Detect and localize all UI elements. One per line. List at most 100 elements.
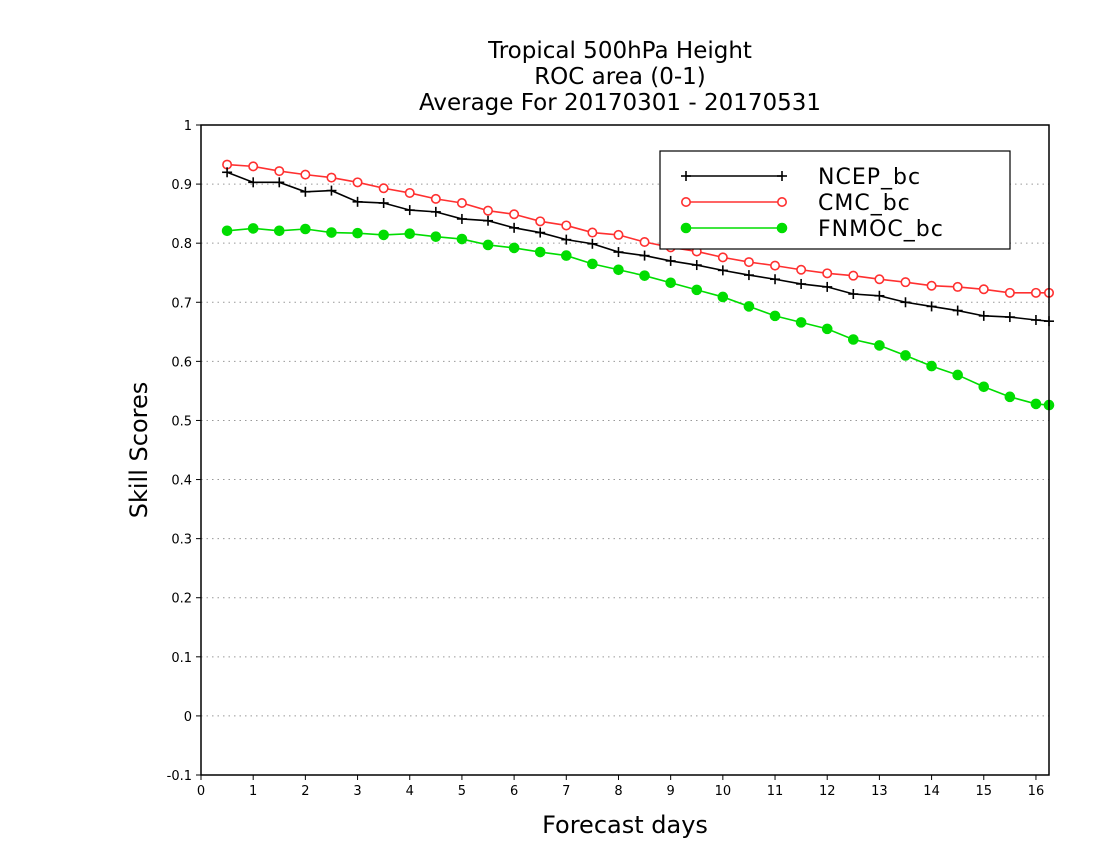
data-point [822, 268, 833, 279]
data-point [874, 290, 885, 301]
data-point [378, 229, 389, 241]
data-point [926, 360, 937, 372]
data-point [848, 334, 859, 345]
x-tick-label: 13 [871, 784, 888, 799]
legend-marker [680, 222, 692, 234]
y-tick-label: 0.8 [171, 237, 192, 252]
data-point [691, 284, 703, 296]
legend-label: NCEP_bc [818, 165, 921, 190]
data-point [743, 257, 754, 268]
data-point [300, 186, 311, 197]
x-tick-label: 8 [614, 784, 622, 799]
y-tick-label: 1 [184, 119, 192, 134]
data-point [483, 205, 494, 216]
data-point [587, 227, 598, 238]
data-point [248, 177, 259, 188]
data-point [848, 270, 859, 281]
series-cmc-bc [222, 159, 1055, 298]
data-point [900, 297, 911, 308]
data-point [430, 231, 442, 242]
data-point [352, 177, 363, 188]
y-tick-label: 0.4 [171, 474, 192, 489]
data-point [274, 166, 285, 177]
data-point [300, 169, 311, 180]
data-point [587, 258, 598, 270]
data-point [613, 264, 624, 276]
data-point [534, 246, 546, 258]
data-point [926, 280, 937, 291]
data-point [274, 177, 285, 188]
data-point [770, 260, 781, 271]
plot-frame [200, 124, 1050, 776]
x-tick-label: 4 [406, 784, 414, 799]
data-point [587, 238, 598, 249]
x-tick-label: 1 [249, 784, 257, 799]
series-fnmoc-bc [221, 223, 1055, 411]
data-point [795, 317, 807, 328]
x-tick-label: 7 [562, 784, 570, 799]
x-tick-label: 9 [667, 784, 675, 799]
data-point [560, 250, 572, 261]
x-tick-label: 11 [767, 784, 784, 799]
data-point [352, 196, 363, 207]
data-point [874, 274, 885, 285]
x-axis-label: Forecast days [542, 811, 708, 839]
data-point [483, 215, 494, 226]
x-tick-label: 6 [510, 784, 518, 799]
legend-label: CMC_bc [818, 191, 911, 216]
data-point [717, 265, 728, 276]
chart-title-line: ROC area (0-1) [534, 64, 706, 90]
data-point [796, 278, 807, 289]
y-tick-label: 0.5 [171, 414, 192, 429]
data-point [509, 222, 520, 233]
data-point [456, 198, 467, 209]
data-point [769, 310, 781, 322]
y-tick-label: -0.1 [167, 769, 192, 784]
x-tick-label: 12 [819, 784, 836, 799]
x-tick-label: 0 [197, 784, 205, 799]
data-point [326, 172, 337, 183]
legend-item: NCEP_bc [681, 165, 921, 190]
data-point [535, 227, 546, 238]
data-point [221, 225, 233, 237]
data-point [821, 323, 833, 335]
x-axis-ticks: 0 1 2 3 4 5 6 7 8 9 10 11 12 13 14 15 16 [197, 775, 1044, 799]
data-point [326, 185, 337, 196]
data-point [561, 220, 572, 231]
y-tick-label: 0 [184, 710, 192, 725]
data-point [561, 234, 572, 245]
data-point [404, 205, 415, 216]
data-point [952, 305, 963, 316]
data-point [509, 209, 520, 220]
data-point [456, 213, 467, 224]
data-point [352, 227, 363, 239]
legend-marker [680, 197, 691, 208]
data-point [770, 274, 781, 285]
legend-box [659, 150, 1011, 250]
x-tick-label: 16 [1028, 784, 1045, 799]
horizontal-gridlines [201, 183, 1049, 717]
data-point [874, 340, 885, 351]
data-point [1030, 287, 1041, 298]
y-tick-label: 0.3 [171, 533, 192, 548]
data-point [508, 242, 520, 254]
data-point [404, 187, 415, 198]
data-point [378, 183, 389, 194]
legend-marker [777, 171, 787, 181]
legend-item: CMC_bc [680, 191, 911, 216]
legend-marker [776, 197, 787, 208]
data-point [639, 237, 650, 248]
data-point [639, 250, 650, 261]
data-point [1004, 391, 1016, 403]
x-tick-label: 14 [923, 784, 940, 799]
data-point [926, 301, 937, 312]
y-tick-label: 0.2 [171, 592, 192, 607]
data-point [613, 247, 624, 258]
chart-title-line: Tropical 500hPa Height [487, 38, 752, 64]
data-point [952, 369, 963, 381]
data-point [665, 277, 676, 289]
y-tick-label: 0.6 [171, 355, 192, 370]
data-point [900, 350, 911, 361]
data-point [456, 233, 468, 245]
